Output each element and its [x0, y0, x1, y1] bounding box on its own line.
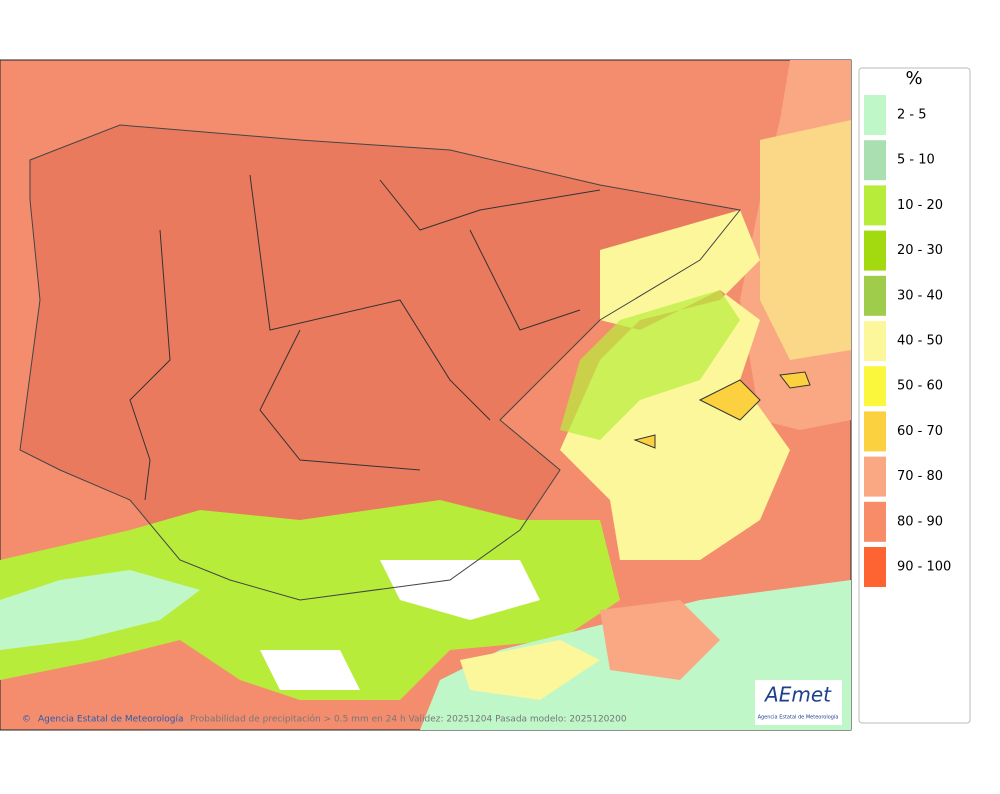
legend-label: 20 - 30 [897, 243, 943, 258]
legend-swatch [864, 140, 886, 181]
islands [633, 371, 811, 449]
legend-swatch [864, 95, 886, 135]
legend-swatch [864, 547, 886, 587]
south-zone [0, 570, 200, 650]
legend-label: 10 - 20 [897, 198, 943, 213]
legend-swatch [864, 501, 886, 542]
legend-swatch [864, 456, 886, 497]
legend-swatch [864, 230, 886, 271]
logo-box [755, 680, 842, 725]
caption: Probabilidad de precipitación > 0.5 mm e… [190, 714, 627, 725]
legend-label: 5 - 10 [897, 153, 935, 168]
africa-zone [460, 640, 600, 700]
legend-label: 30 - 40 [897, 288, 943, 303]
iberia [20, 125, 740, 600]
white-zone [260, 650, 360, 690]
legend-swatch [864, 411, 886, 452]
credit-symbol: © [22, 715, 31, 725]
legend-panel [858, 67, 971, 724]
legend-label: 90 - 100 [897, 560, 951, 575]
legend-swatch [864, 185, 886, 226]
legend-label: 50 - 60 [897, 379, 943, 394]
africa-zone [600, 600, 720, 680]
legend-label: 2 - 5 [897, 108, 927, 123]
legend: % 2 - 5 5 - 10 10 - 20 20 - 30 30 - 40 40 - 5… [858, 67, 971, 724]
white-zone [380, 560, 540, 620]
coastline [19, 124, 741, 601]
legend-label: 40 - 50 [897, 334, 943, 349]
sea-band [760, 120, 851, 360]
legend-label: 70 - 80 [897, 469, 943, 484]
legend-swatch [864, 275, 886, 316]
logo: AEmet [763, 683, 832, 707]
border [129, 174, 601, 501]
map: © Agencia Estatal de Meteorología Probab… [0, 59, 852, 731]
legend-swatch [864, 366, 886, 407]
south-zone [0, 500, 620, 700]
credit: Agencia Estatal de Meteorología [38, 715, 184, 725]
legend-title: % [905, 68, 922, 89]
legend-label: 80 - 90 [897, 514, 943, 529]
legend-label: 60 - 70 [897, 424, 943, 439]
legend-swatch [864, 321, 886, 361]
logo-subtitle: Agencia Estatal de Meteorología [758, 714, 839, 721]
east-zone [560, 290, 740, 440]
